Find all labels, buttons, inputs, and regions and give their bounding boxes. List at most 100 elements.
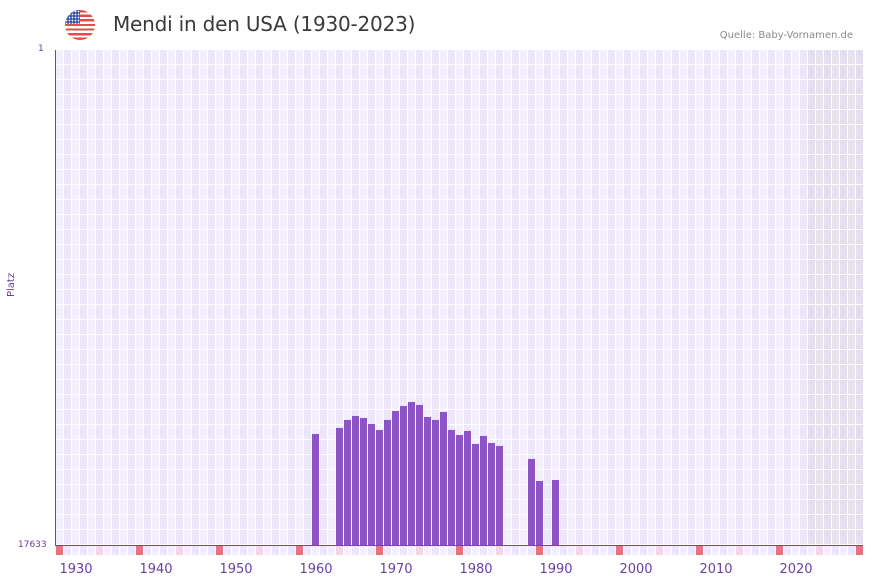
y-axis-title: Platz — [6, 272, 17, 297]
x-tick-1960: 1960 — [299, 562, 333, 577]
year-cell — [400, 546, 407, 555]
year-cell — [272, 546, 279, 555]
bar-1973 — [416, 404, 423, 545]
bar-1967 — [368, 423, 375, 545]
year-cell — [160, 546, 167, 555]
x-tick-1990: 1990 — [539, 562, 573, 577]
year-cell — [432, 546, 439, 555]
year-cell — [720, 546, 727, 555]
bar-1990 — [552, 479, 559, 545]
bar-1979 — [464, 430, 471, 545]
year-cell — [320, 546, 327, 555]
year-cell — [368, 546, 375, 555]
year-cell — [520, 546, 527, 555]
year-cell — [440, 546, 447, 555]
half-decade-marker — [576, 546, 583, 555]
year-cell — [592, 546, 599, 555]
decade-marker — [136, 546, 143, 555]
bar-1975 — [432, 419, 439, 545]
chart-title: Mendi in den USA (1930-2023) — [113, 12, 416, 36]
year-cell — [552, 546, 559, 555]
year-cell — [64, 546, 71, 555]
year-cell — [648, 546, 655, 555]
source-label: Quelle: Baby-Vornamen.de — [719, 30, 853, 41]
year-cell — [120, 546, 127, 555]
bar-1980 — [472, 443, 479, 545]
bar-1974 — [424, 416, 431, 545]
year-cell — [560, 546, 567, 555]
year-cell — [232, 546, 239, 555]
year-cell — [712, 546, 719, 555]
year-cell — [504, 546, 511, 555]
half-decade-marker — [416, 546, 423, 555]
x-tick-2000: 2000 — [619, 562, 653, 577]
y-tick-top: 1 — [38, 44, 44, 54]
bar-1982 — [488, 442, 495, 545]
year-cell — [528, 546, 535, 555]
year-cell — [392, 546, 399, 555]
bar-1987 — [528, 458, 535, 545]
half-decade-marker — [96, 546, 103, 555]
x-axis — [55, 545, 863, 546]
year-cell — [288, 546, 295, 555]
bar-1971 — [400, 405, 407, 545]
year-cell — [344, 546, 351, 555]
bar-1977 — [448, 429, 455, 545]
year-cell — [728, 546, 735, 555]
half-decade-marker — [176, 546, 183, 555]
year-cell — [544, 546, 551, 555]
year-cell — [472, 546, 479, 555]
year-cell — [240, 546, 247, 555]
year-cell — [488, 546, 495, 555]
bar-1965 — [352, 415, 359, 545]
year-cell — [144, 546, 151, 555]
year-cell — [448, 546, 455, 555]
year-cell — [568, 546, 575, 555]
x-tick-1950: 1950 — [219, 562, 253, 577]
year-cell — [224, 546, 231, 555]
half-decade-marker — [496, 546, 503, 555]
year-cell — [464, 546, 471, 555]
year-cell — [72, 546, 79, 555]
year-cell — [480, 546, 487, 555]
year-cell — [384, 546, 391, 555]
year-cell — [360, 546, 367, 555]
year-cell — [704, 546, 711, 555]
year-cell — [848, 546, 855, 555]
plot-area — [56, 50, 863, 545]
us-flag-icon — [65, 10, 95, 40]
bar-1968 — [376, 429, 383, 545]
year-cell — [744, 546, 751, 555]
year-cell — [584, 546, 591, 555]
y-axis — [55, 50, 56, 546]
bar-1988 — [536, 480, 543, 545]
decade-marker — [696, 546, 703, 555]
year-cell — [208, 546, 215, 555]
half-decade-marker — [656, 546, 663, 555]
year-cell — [280, 546, 287, 555]
year-cell — [424, 546, 431, 555]
year-cell — [264, 546, 271, 555]
decade-marker — [216, 546, 223, 555]
decade-marker — [56, 546, 63, 555]
bar-1960 — [312, 433, 319, 545]
year-cell — [664, 546, 671, 555]
year-cell — [808, 546, 815, 555]
year-cell — [88, 546, 95, 555]
decade-marker — [776, 546, 783, 555]
year-cell — [352, 546, 359, 555]
year-cell — [512, 546, 519, 555]
year-cell — [80, 546, 87, 555]
year-cell — [408, 546, 415, 555]
year-cell — [608, 546, 615, 555]
bar-1966 — [360, 417, 367, 545]
half-decade-marker — [816, 546, 823, 555]
x-tick-1930: 1930 — [59, 562, 93, 577]
decade-marker — [536, 546, 543, 555]
year-cell — [688, 546, 695, 555]
year-cell — [248, 546, 255, 555]
bar-1969 — [384, 419, 391, 545]
year-cell — [824, 546, 831, 555]
half-decade-marker — [336, 546, 343, 555]
y-tick-bottom: 17633 — [18, 540, 47, 550]
